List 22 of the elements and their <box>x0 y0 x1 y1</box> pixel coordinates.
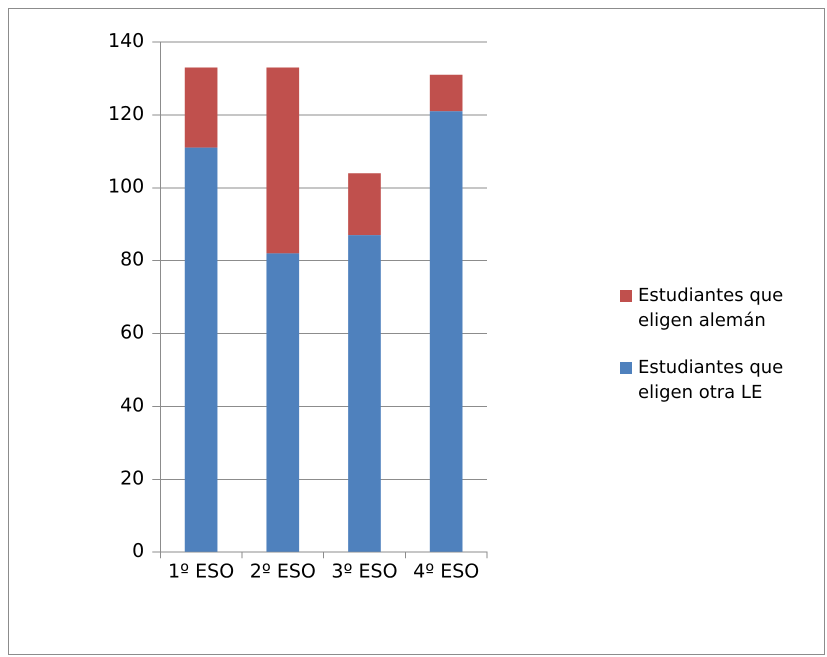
y-tick-label: 80 <box>120 248 144 271</box>
bar <box>266 68 300 254</box>
bar <box>430 74 462 112</box>
y-tick-label: 20 <box>120 467 144 490</box>
legend-label: Estudiantes que eligen otra LE <box>638 356 784 405</box>
y-tick-label: 60 <box>120 321 144 344</box>
x-tick-label: 3º ESO <box>331 560 398 583</box>
x-tick-label: 4º ESO <box>413 560 480 583</box>
x-tick-label: 1º ESO <box>168 560 234 583</box>
y-tick-label: 40 <box>120 394 144 416</box>
bar <box>348 235 381 552</box>
legend-label: Estudiantes que eligen alemán <box>638 284 784 333</box>
y-tick-label: 120 <box>108 102 144 125</box>
x-tick-label: 2º ESO <box>250 560 316 583</box>
bar <box>184 68 218 148</box>
bar <box>430 111 462 552</box>
bar <box>184 148 218 552</box>
y-tick-label: 0 <box>132 540 144 562</box>
y-tick-label: 100 <box>108 176 144 198</box>
bar <box>266 253 300 552</box>
bar <box>348 173 381 236</box>
y-tick-label: 140 <box>108 30 144 52</box>
